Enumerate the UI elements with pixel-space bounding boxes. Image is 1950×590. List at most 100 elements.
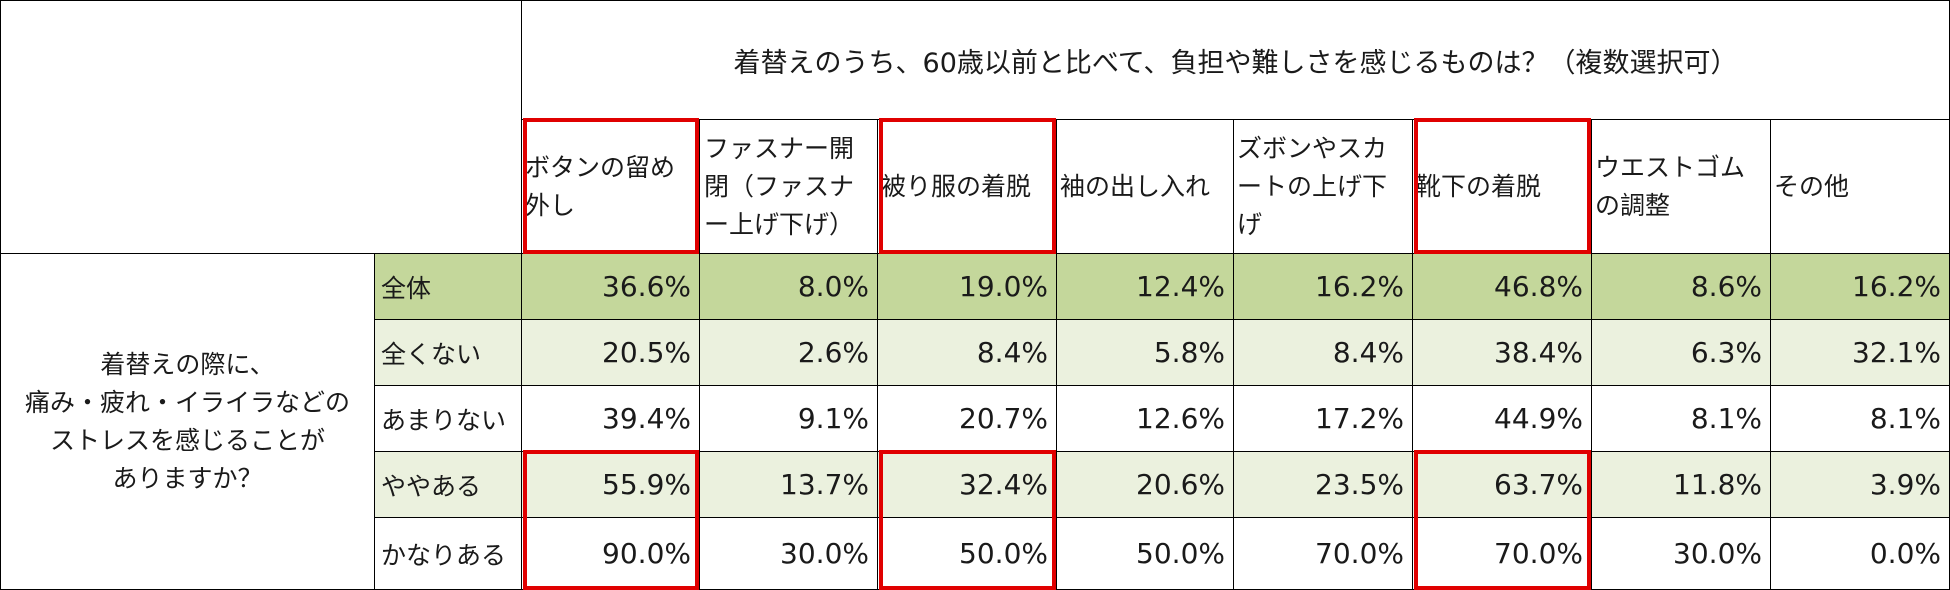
question-text: 着替えのうち、60歳以前と比べて、負担や難しさを感じるものは？（複数選択可）: [733, 47, 1738, 79]
value-cell: 20.7%: [878, 386, 1057, 452]
value-text: 63.7%: [1494, 468, 1583, 501]
value-cell: 36.6%: [522, 254, 700, 320]
value-cell: 8.1%: [1771, 386, 1950, 452]
value-cell: 50.0%: [1057, 518, 1234, 590]
value-cell: 30.0%: [700, 518, 878, 590]
row-label-text: あまりない: [381, 405, 507, 435]
value-cell: 32.4%: [878, 452, 1057, 518]
value-text: 55.9%: [602, 468, 691, 501]
value-cell: 17.2%: [1234, 386, 1413, 452]
value-text: 16.2%: [1315, 270, 1404, 303]
column-header-label: ウエストゴムの調整: [1595, 152, 1746, 220]
value-text: 46.8%: [1494, 270, 1583, 303]
value-text: 38.4%: [1494, 336, 1583, 369]
value-text: 8.1%: [1690, 402, 1762, 435]
value-cell: 32.1%: [1771, 320, 1950, 386]
value-text: 39.4%: [602, 402, 691, 435]
row-label-text: かなりある: [381, 540, 507, 570]
value-text: 23.5%: [1315, 468, 1404, 501]
top-left-empty-cell: [0, 0, 522, 254]
column-header: ボタンの留め外し: [522, 120, 700, 254]
value-cell: 50.0%: [878, 518, 1057, 590]
value-text: 20.5%: [602, 336, 691, 369]
value-text: 12.4%: [1136, 270, 1225, 303]
value-text: 36.6%: [602, 270, 691, 303]
value-cell: 90.0%: [522, 518, 700, 590]
value-cell: 12.4%: [1057, 254, 1234, 320]
row-label: あまりない: [375, 386, 522, 452]
value-cell: 8.6%: [1592, 254, 1771, 320]
row-label-text: 全くない: [381, 339, 482, 369]
value-cell: 16.2%: [1771, 254, 1950, 320]
value-text: 0.0%: [1869, 537, 1941, 570]
column-header-label: ボタンの留め外し: [525, 152, 676, 220]
value-cell: 63.7%: [1413, 452, 1592, 518]
value-text: 30.0%: [780, 537, 869, 570]
value-text: 50.0%: [959, 537, 1048, 570]
value-text: 8.1%: [1869, 402, 1941, 435]
row-label: 全体: [375, 254, 522, 320]
column-header: その他: [1771, 120, 1950, 254]
value-cell: 38.4%: [1413, 320, 1592, 386]
value-cell: 70.0%: [1234, 518, 1413, 590]
value-cell: 9.1%: [700, 386, 878, 452]
column-header: 被り服の着脱: [878, 120, 1057, 254]
value-text: 32.4%: [959, 468, 1048, 501]
value-cell: 39.4%: [522, 386, 700, 452]
value-text: 12.6%: [1136, 402, 1225, 435]
value-cell: 5.8%: [1057, 320, 1234, 386]
value-text: 16.2%: [1852, 270, 1941, 303]
column-header: ウエストゴムの調整: [1592, 120, 1771, 254]
value-cell: 23.5%: [1234, 452, 1413, 518]
value-cell: 20.6%: [1057, 452, 1234, 518]
row-label: かなりある: [375, 518, 522, 590]
value-cell: 19.0%: [878, 254, 1057, 320]
row-label: 全くない: [375, 320, 522, 386]
column-header-label: その他: [1774, 171, 1850, 201]
value-text: 50.0%: [1136, 537, 1225, 570]
value-text: 19.0%: [959, 270, 1048, 303]
value-cell: 30.0%: [1592, 518, 1771, 590]
row-label-text: ややある: [381, 471, 482, 501]
row-group-label-cell: 着替えの際に、 痛み・疲れ・イライラなどの ストレスを感じることが ありますか？: [0, 254, 375, 590]
value-text: 9.1%: [797, 402, 869, 435]
value-text: 32.1%: [1852, 336, 1941, 369]
value-cell: 8.1%: [1592, 386, 1771, 452]
value-cell: 11.8%: [1592, 452, 1771, 518]
value-text: 11.8%: [1673, 468, 1762, 501]
value-text: 90.0%: [602, 537, 691, 570]
column-header-label: 靴下の着脱: [1416, 171, 1542, 201]
value-cell: 8.4%: [878, 320, 1057, 386]
value-cell: 0.0%: [1771, 518, 1950, 590]
value-cell: 46.8%: [1413, 254, 1592, 320]
row-group-label: 着替えの際に、 痛み・疲れ・イライラなどの ストレスを感じることが ありますか？: [24, 349, 350, 493]
column-header: ズボンやスカートの上げ下げ: [1234, 120, 1413, 254]
value-text: 70.0%: [1315, 537, 1404, 570]
value-cell: 70.0%: [1413, 518, 1592, 590]
row-label: ややある: [375, 452, 522, 518]
column-header-label: ズボンやスカートの上げ下げ: [1237, 133, 1388, 239]
value-text: 44.9%: [1494, 402, 1583, 435]
value-text: 70.0%: [1494, 537, 1583, 570]
value-cell: 13.7%: [700, 452, 878, 518]
column-header-label: ファスナー開閉（ファスナー上げ下げ）: [704, 133, 855, 239]
question-header: 着替えのうち、60歳以前と比べて、負担や難しさを感じるものは？（複数選択可）: [522, 0, 1950, 120]
value-cell: 8.4%: [1234, 320, 1413, 386]
value-cell: 44.9%: [1413, 386, 1592, 452]
column-header: 靴下の着脱: [1413, 120, 1592, 254]
value-text: 17.2%: [1315, 402, 1404, 435]
value-text: 8.6%: [1690, 270, 1762, 303]
value-cell: 2.6%: [700, 320, 878, 386]
column-header: ファスナー開閉（ファスナー上げ下げ）: [700, 120, 878, 254]
value-text: 20.6%: [1136, 468, 1225, 501]
value-cell: 16.2%: [1234, 254, 1413, 320]
value-text: 30.0%: [1673, 537, 1762, 570]
column-header-label: 袖の出し入れ: [1060, 171, 1211, 201]
row-label-text: 全体: [381, 273, 432, 303]
value-text: 8.4%: [976, 336, 1048, 369]
value-cell: 8.0%: [700, 254, 878, 320]
column-header-label: 被り服の着脱: [881, 171, 1032, 201]
value-text: 2.6%: [797, 336, 869, 369]
column-header: 袖の出し入れ: [1057, 120, 1234, 254]
